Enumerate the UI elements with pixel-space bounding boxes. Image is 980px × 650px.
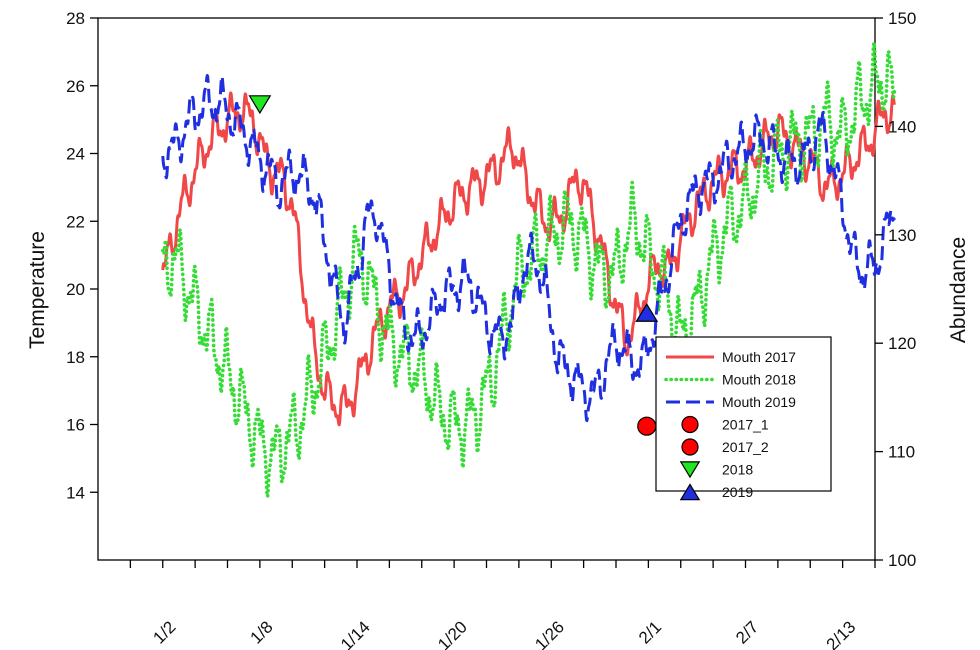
marker-2019 bbox=[635, 303, 659, 322]
x-tick-label: 1/14 bbox=[337, 617, 374, 650]
y2-tick-label: 150 bbox=[888, 9, 916, 28]
y2-axis-title: Abundance bbox=[947, 237, 970, 343]
series-line-mouth-2019 bbox=[161, 74, 896, 423]
marker-2017_1 bbox=[637, 416, 657, 436]
y2-tick-label: 100 bbox=[888, 551, 916, 570]
y-tick-label: 28 bbox=[66, 9, 85, 28]
marker-layer bbox=[248, 95, 689, 436]
legend-label: Mouth 2019 bbox=[722, 394, 796, 410]
y-tick-label: 26 bbox=[66, 77, 85, 96]
y-tick-label: 24 bbox=[66, 145, 85, 164]
series-line-mouth-2017 bbox=[161, 91, 896, 427]
marker-2017_1 bbox=[681, 415, 699, 434]
y2-tick-label: 120 bbox=[888, 334, 916, 353]
legend-label: 2017_1 bbox=[722, 417, 769, 433]
marker-2017_2 bbox=[681, 438, 699, 456]
marker-2018 bbox=[248, 95, 272, 115]
x-tick-label: 1/26 bbox=[531, 617, 568, 650]
y-axis-title: Temperature bbox=[26, 231, 49, 349]
y-tick-label: 14 bbox=[66, 483, 85, 502]
x-tick-label: 1/8 bbox=[247, 617, 277, 647]
marker-2018 bbox=[679, 461, 701, 479]
x-tick-label: 1/2 bbox=[149, 617, 179, 647]
x-tick-label: 2/1 bbox=[635, 617, 665, 647]
x-tick-label: 2/13 bbox=[823, 617, 860, 650]
marker-2019 bbox=[679, 483, 701, 501]
x-tick-label: 2/7 bbox=[732, 617, 762, 647]
series-line-mouth-2018 bbox=[161, 40, 897, 499]
y-tick-label: 20 bbox=[66, 280, 85, 299]
y-tick-label: 18 bbox=[66, 348, 85, 367]
legend-box bbox=[655, 336, 832, 492]
y2-tick-label: 130 bbox=[888, 226, 916, 245]
y2-tick-label: 140 bbox=[888, 117, 916, 136]
legend-label: 2017_2 bbox=[722, 439, 769, 455]
legend-label: 2019 bbox=[722, 484, 753, 500]
y-tick-label: 16 bbox=[66, 416, 85, 435]
legend-label: Mouth 2018 bbox=[722, 372, 796, 388]
legend: Mouth 2017 Mouth 2018 Mouth 2019 2017_1 2017… bbox=[655, 336, 832, 501]
y-tick-label: 22 bbox=[66, 212, 85, 231]
x-tick-label: 1/20 bbox=[434, 617, 471, 650]
legend-label: 2018 bbox=[722, 462, 753, 478]
series-layer bbox=[161, 40, 897, 499]
legend-label: Mouth 2017 bbox=[722, 349, 796, 365]
y2-tick-label: 110 bbox=[888, 443, 915, 462]
